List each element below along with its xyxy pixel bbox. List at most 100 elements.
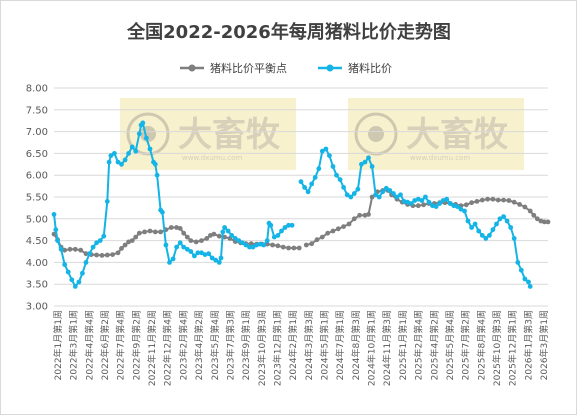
data-point — [415, 203, 421, 209]
data-point — [279, 228, 284, 234]
data-point — [426, 199, 432, 205]
x-tick-label: 2024年10月第1周 — [366, 310, 378, 386]
data-point — [522, 276, 528, 282]
data-point — [188, 249, 194, 254]
data-point — [168, 225, 174, 230]
data-point — [545, 219, 551, 225]
data-point — [515, 260, 521, 265]
data-point — [286, 245, 291, 251]
legend-label: 猪料比价 — [348, 61, 392, 75]
data-point — [394, 194, 400, 200]
x-tick-label: 2024年3月第3周 — [303, 310, 315, 380]
x-tick-label: 2026年1月第3周 — [522, 310, 534, 380]
data-point — [51, 212, 57, 217]
data-point — [97, 238, 103, 244]
x-tick-label: 2023年5月第4周 — [209, 310, 221, 380]
x-tick-label: 2024年11月第3周 — [381, 310, 393, 386]
x-tick-label: 2022年12月第4周 — [162, 310, 174, 386]
data-point — [193, 239, 199, 245]
data-point — [270, 242, 275, 248]
data-point — [136, 230, 142, 236]
legend-item: 猪料比价平衡点 — [180, 61, 287, 75]
data-point — [298, 179, 304, 185]
data-point — [511, 199, 517, 205]
data-point — [101, 233, 107, 239]
data-point — [419, 198, 425, 203]
data-point — [346, 221, 352, 227]
x-tick-label: 2023年2月第4周 — [177, 310, 189, 380]
data-point — [487, 233, 492, 238]
data-point — [72, 246, 78, 252]
x-tick-label: 2023年12月第1周 — [271, 310, 283, 386]
data-point — [229, 233, 235, 238]
data-point — [391, 191, 396, 196]
data-point — [527, 284, 533, 289]
data-point — [387, 188, 393, 193]
data-point — [65, 269, 71, 275]
data-point — [69, 277, 75, 283]
x-tick-label: 2025年7月第2周 — [460, 310, 472, 380]
data-point — [309, 181, 315, 187]
data-point — [250, 244, 256, 250]
data-point — [62, 262, 68, 267]
y-tick-label: 7.00 — [26, 127, 48, 138]
data-point — [444, 196, 450, 202]
data-point — [106, 159, 112, 165]
data-point — [216, 260, 222, 265]
x-tick-label: 2022年9月第2周 — [130, 310, 142, 380]
data-point — [286, 222, 291, 228]
series-line — [53, 226, 301, 257]
data-point — [296, 245, 302, 251]
x-tick-label: 2025年4月第2周 — [428, 310, 440, 380]
x-tick-label: 2025年12月第1周 — [507, 310, 519, 386]
data-point — [280, 244, 286, 250]
data-point — [236, 238, 242, 244]
data-point — [527, 208, 533, 214]
data-point — [337, 177, 343, 183]
data-point — [204, 236, 210, 241]
data-point — [455, 204, 460, 210]
data-point — [177, 226, 183, 231]
data-point — [199, 238, 204, 244]
data-point — [335, 226, 341, 232]
data-point — [341, 185, 346, 190]
data-point — [447, 201, 453, 206]
data-point — [232, 236, 238, 241]
data-point — [463, 202, 469, 208]
data-point — [104, 199, 110, 204]
data-point — [465, 218, 471, 224]
data-point — [133, 148, 139, 154]
data-point — [195, 250, 201, 256]
data-point — [181, 230, 187, 236]
data-point — [398, 192, 403, 198]
data-point — [366, 155, 371, 161]
data-point — [518, 267, 524, 273]
data-point — [126, 151, 131, 156]
data-point — [319, 234, 325, 240]
data-point — [495, 197, 501, 203]
x-tick-label: 2022年4月第4周 — [83, 310, 95, 380]
data-point — [282, 225, 288, 230]
data-point — [136, 131, 142, 137]
data-point — [490, 227, 496, 233]
data-point — [202, 252, 208, 257]
data-point — [275, 243, 281, 249]
data-point — [476, 228, 482, 234]
y-tick-label: 7.50 — [26, 105, 48, 116]
data-point — [184, 246, 190, 252]
data-point — [174, 225, 180, 230]
x-tick-label: 2025年2月第4周 — [413, 310, 425, 380]
watermark-logo-icon — [126, 112, 170, 156]
data-point — [206, 251, 212, 257]
x-tick-label: 2024年8月第3周 — [350, 310, 362, 380]
data-point — [334, 172, 339, 178]
data-point — [408, 201, 414, 206]
data-point — [119, 161, 124, 167]
y-tick-label: 3.00 — [26, 302, 48, 313]
data-point — [152, 161, 158, 167]
data-point — [373, 192, 378, 198]
